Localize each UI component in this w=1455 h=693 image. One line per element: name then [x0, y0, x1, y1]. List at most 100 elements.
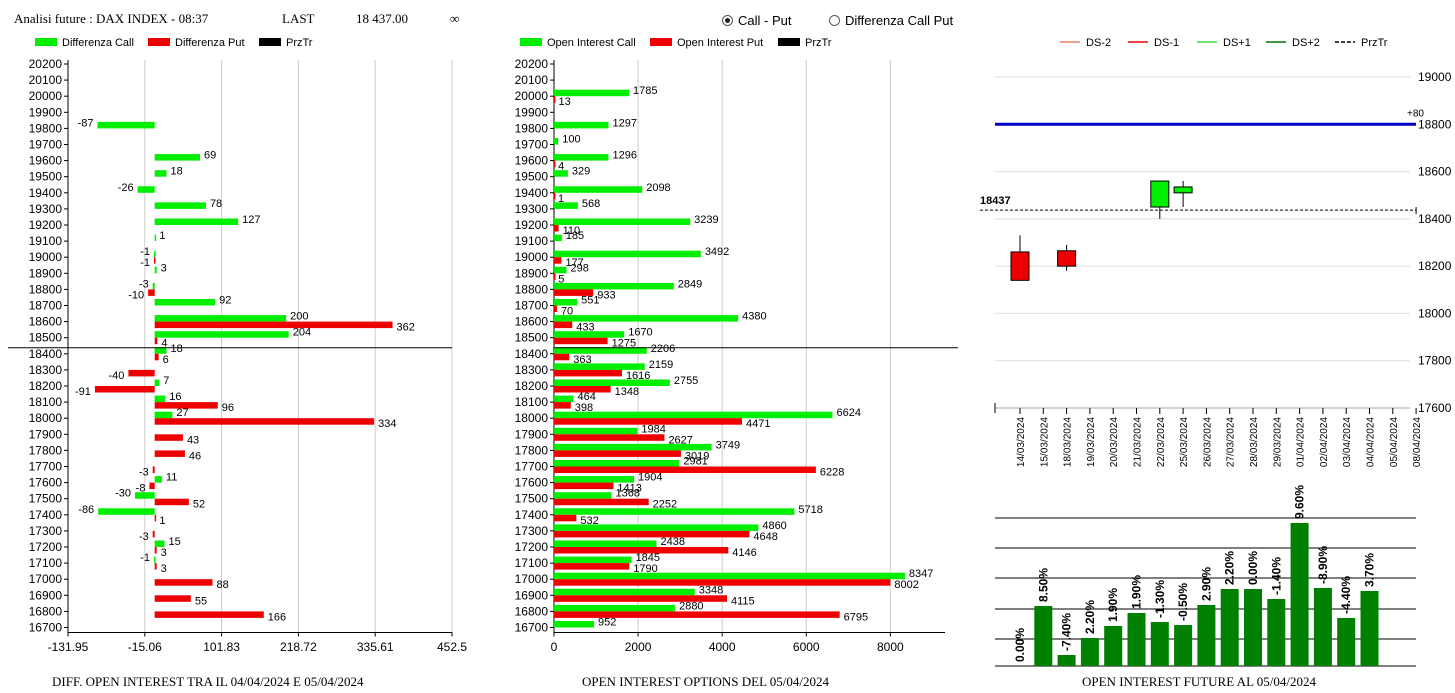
diff-call-bar [154, 411, 173, 419]
y-tick-label: 19000 [29, 250, 63, 264]
oi-call-bar [554, 218, 691, 225]
diff-put-bar [154, 257, 156, 264]
diff-put-bar [152, 530, 155, 538]
pct-bar-label: 0.00% [1246, 551, 1260, 585]
diff-put-bar-label: 55 [195, 595, 207, 607]
legend-label: Differenza Call [62, 37, 134, 49]
y-tick-label: 18600 [515, 315, 549, 329]
oi-call-bar [554, 170, 568, 177]
y-tick-label: 18500 [29, 331, 63, 345]
radio-differenza[interactable]: Differenza Call Put [829, 13, 953, 28]
x-tick-label: 19/03/2024 [1086, 417, 1097, 467]
y-tick-label: 17200 [515, 540, 549, 554]
oi-call-bar [554, 315, 739, 322]
diff-call-bar-label: 204 [293, 327, 311, 339]
diff-call-bar-label: -1 [140, 552, 150, 564]
diff-put-bar [154, 434, 183, 441]
diff-call-bar-label: 27 [176, 407, 188, 419]
diff-put-bar-label: 52 [193, 499, 205, 511]
radio-label: Differenza Call Put [845, 13, 954, 28]
oi-call-bar [554, 379, 670, 386]
x-tick-label: 01/04/2024 [1296, 417, 1307, 467]
caption-left: DIFF. OPEN INTEREST TRA IL 04/04/2024 E … [52, 674, 364, 689]
diff-put-bar-label: 46 [189, 450, 201, 462]
x-tick-label: 05/04/2024 [1389, 417, 1400, 467]
oi-call-bar-label: 3492 [705, 246, 729, 258]
oi-put-bar [554, 257, 562, 264]
pct-bar [1057, 655, 1076, 666]
oi-call-bar-label: 3239 [694, 214, 718, 226]
diff-call-bar-label: 18 [171, 166, 183, 178]
oi-call-bar-label: 1845 [636, 552, 660, 564]
oi-call-bar-label: 329 [572, 166, 590, 178]
oi-put-bar [554, 563, 630, 570]
diff-call-bar [137, 186, 155, 193]
oi-put-bar-label: 1413 [617, 483, 641, 495]
y-tick-label: 16700 [29, 621, 63, 635]
diff-call-bar [154, 154, 201, 161]
y-tick-label: 18000 [29, 411, 63, 425]
x-tick-label: 452.5 [437, 640, 467, 654]
diff-call-bar [134, 492, 155, 499]
x-tick-label: 02/04/2024 [1319, 417, 1330, 467]
y-tick-label: 16700 [515, 621, 549, 635]
diff-call-bar [154, 202, 206, 209]
diff-call-bar [154, 266, 157, 274]
oi-call-bar [554, 299, 578, 306]
pct-bar [1290, 523, 1309, 666]
oi-call-bar [554, 234, 562, 242]
oi-call-bar [554, 363, 645, 370]
y-tick-label: 18000 [515, 411, 549, 425]
candle-down [1057, 250, 1077, 267]
oi-call-bar-label: 2981 [683, 456, 707, 468]
oi-call-bar-label: 298 [571, 262, 589, 274]
oi-put-bar-label: 4471 [746, 418, 770, 430]
pct-bar-label: 2.20% [1083, 600, 1097, 634]
x-tick-label: 25/03/2024 [1179, 417, 1190, 467]
oi-call-bar-label: 551 [581, 295, 599, 307]
x-tick-label: 29/03/2024 [1272, 417, 1283, 467]
pct-bar [1150, 622, 1169, 666]
oi-put-bar-label: 933 [597, 289, 615, 301]
radio-call-put[interactable]: Call - Put [722, 13, 791, 28]
oi-call-bar-label: 1785 [633, 85, 657, 97]
diff-put-bar-label: 4 [161, 338, 167, 350]
diff-put-bar [94, 386, 155, 393]
diff-put-bar [154, 337, 158, 345]
diff-call-bar [152, 282, 155, 290]
oi-put-bar [554, 321, 573, 329]
pct-bar-label: 3.70% [1363, 553, 1377, 587]
diff-put-bar [154, 611, 264, 618]
x-tick-label: 218.72 [280, 640, 317, 654]
diff-put-bar-label: 1 [159, 515, 165, 527]
oi-put-bar [554, 369, 622, 377]
oi-call-bar [554, 508, 795, 515]
pct-bar [1244, 589, 1262, 666]
oi-call-bar [554, 443, 712, 451]
oi-put-bar [554, 386, 611, 393]
pct-bar-label: 1.90% [1130, 575, 1144, 609]
oi-call-bar [554, 347, 647, 354]
diff-call-bar-label: 92 [219, 295, 231, 307]
oi-put-bar-label: 398 [575, 402, 593, 414]
diff-call-bar [154, 476, 162, 483]
candle-up [1150, 180, 1170, 208]
x-tick-label: 08/04/2024 [1412, 417, 1423, 467]
oi-put-bar-label: 5 [558, 273, 564, 285]
y-tick-label: 19600 [515, 154, 549, 168]
candle-down [1010, 251, 1030, 281]
pct-bar [1337, 618, 1356, 666]
oi-call-bar-label: 2438 [661, 536, 685, 548]
x-tick-label: 27/03/2024 [1226, 417, 1237, 467]
oi-call-bar [554, 138, 559, 145]
y-tick-label: 19500 [29, 170, 63, 184]
pct-bar-label: -7.40% [1060, 613, 1074, 651]
y-tick-label: 16900 [515, 588, 549, 602]
oi-put-bar [554, 273, 556, 280]
oi-call-bar-label: 3749 [716, 439, 740, 451]
oi-put-bar [554, 402, 571, 409]
y-tick-label: 18600 [1418, 165, 1452, 179]
y-tick-label: 18400 [29, 347, 63, 361]
y-tick-label: 17800 [515, 443, 549, 457]
pct-bar-label: 8.50% [1036, 568, 1050, 602]
